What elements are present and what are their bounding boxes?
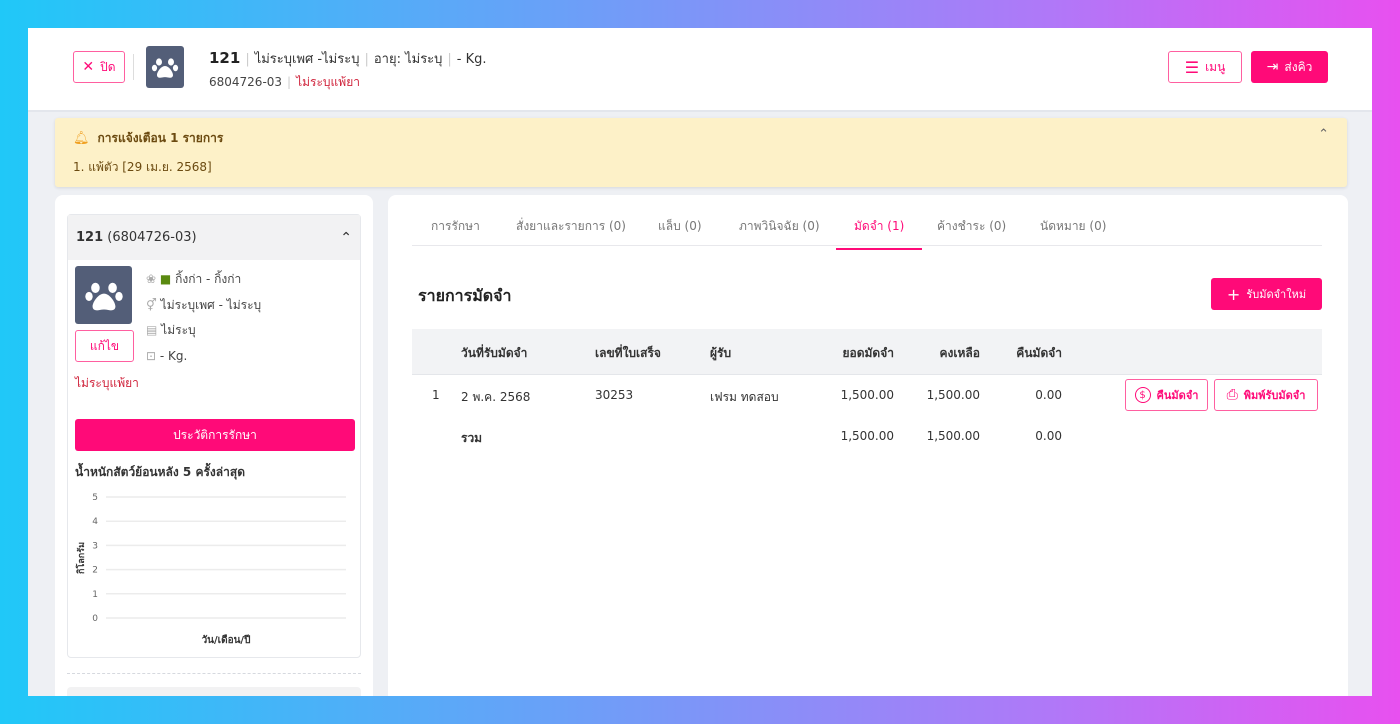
chevron-up-icon[interactable]: ⌃ [340, 229, 352, 246]
close-button[interactable]: ✕ ปิด [73, 51, 125, 83]
menu-button[interactable]: ☰ เมนู [1168, 51, 1242, 83]
send-queue-button[interactable]: ⇥ ส่งคิว [1251, 51, 1328, 83]
printer-icon: ⎙ [1226, 387, 1238, 403]
print-deposit-button[interactable]: ⎙ พิมพ์รับมัดจำ [1214, 379, 1318, 411]
paw-icon [151, 58, 179, 78]
weight-chart: 0 1 2 3 4 5 กิโลกรัมวัน/เดือน/ปี [75, 493, 346, 645]
allergy-status: ไม่ระบุแพ้ยา [296, 75, 360, 89]
pet-panel-header[interactable]: 121 (6804726-03) ⌃ [68, 215, 360, 260]
lizard-icon: ■ [159, 272, 172, 286]
plus-icon: + [1226, 284, 1241, 304]
pet-weight: - Kg. [456, 52, 487, 67]
scale-icon: ⊡ [146, 348, 157, 363]
dollar-circle-icon: $ [1134, 387, 1151, 403]
sign-out-icon: ⇥ [1266, 59, 1279, 75]
paw-icon [84, 282, 123, 311]
table-total-row: รวม 1,500.00 1,500.00 0.00 [461, 429, 1062, 445]
owner-code: 6804726-03 [209, 75, 283, 89]
y-tick-label: 4 [92, 517, 98, 527]
table-row: 1 2 พ.ค. 2568 30253 เฟรม ทดสอบ 1,500.00 … [412, 375, 1322, 415]
edit-button[interactable]: แก้ไข [75, 330, 134, 362]
treatment-history-button[interactable]: ประวัติการรักษา [75, 419, 355, 451]
bell-icon: 🔔︎ [73, 131, 90, 146]
close-icon: ✕ [82, 59, 95, 75]
pet-id: 121 [209, 49, 241, 67]
hamburger-icon: ☰ [1184, 57, 1200, 77]
y-axis-label: กิโลกรัม [75, 542, 87, 575]
new-deposit-button[interactable]: + รับมัดจำใหม่ [1211, 278, 1322, 310]
patient-subline: 6804726-03 | ไม่ระบุแพ้ยา [209, 75, 360, 89]
y-tick-label: 2 [92, 566, 98, 576]
tab-item[interactable]: นัดหมาย (0) [1040, 219, 1107, 233]
pet-panel: 121 (6804726-03) ⌃ แก้ไข ❀ ■ กิ้งก่า - ก… [67, 214, 361, 658]
pet-gender: ไม่ระบุเพศ -ไม่ระบุ [254, 52, 360, 67]
section-title: รายการมัดจำ [418, 286, 512, 305]
cake-icon: ▤ [146, 323, 158, 337]
y-tick-label: 3 [92, 541, 98, 551]
patient-summary: 121 | ไม่ระบุเพศ -ไม่ระบุ | อายุ: ไม่ระบุ | - … [209, 49, 487, 67]
alert-panel: 🔔︎ การแจ้งเตือน 1 รายการ 1. แพ้ตัว [29 เ… [55, 118, 1347, 187]
app-window: ✕ ปิด 121 | ไม่ระบุเพศ -ไม่ระบุ | อายุ: ไม่ร… [28, 28, 1372, 696]
tab-item[interactable]: การรักษา [431, 219, 480, 233]
allergy-status: ไม่ระบุแพ้ยา [75, 376, 139, 390]
y-tick-label: 0 [92, 614, 98, 624]
tab-item[interactable]: ค้างชำระ (0) [937, 219, 1007, 233]
gender-icon: ⚥ [146, 297, 157, 312]
alert-title: การแจ้งเตือน 1 รายการ [97, 131, 224, 145]
pet-age: อายุ: ไม่ระบุ [373, 52, 443, 67]
pet-info-card: 121 (6804726-03) ⌃ แก้ไข ❀ ■ กิ้งก่า - ก… [55, 195, 373, 696]
refund-deposit-button[interactable]: $ คืนมัดจำ [1125, 379, 1208, 411]
patient-header: ✕ ปิด 121 | ไม่ระบุเพศ -ไม่ระบุ | อายุ: ไม่ร… [28, 28, 1372, 112]
tab-item[interactable]: สั่งยาและรายการ (0) [516, 219, 626, 233]
y-tick-label: 1 [92, 590, 98, 600]
pet-photo [75, 266, 132, 324]
divider [67, 673, 361, 674]
tab-item[interactable]: แล็บ (0) [658, 219, 702, 233]
divider [133, 54, 134, 80]
x-axis-label: วัน/เดือน/ปี [202, 634, 251, 645]
table-header: วันที่รับมัดจำ เลขที่ใบเสร็จ ผู้รับ ยอดม… [412, 329, 1322, 375]
next-panel [67, 687, 361, 696]
pet-details: ❀ ■ กิ้งก่า - กิ้งก่า ⚥ ไม่ระบุเพศ - ไม่… [146, 272, 262, 363]
main-card: การรักษา สั่งยาและรายการ (0) แล็บ (0) ภาพวิ… [388, 195, 1348, 696]
pet-avatar [146, 46, 184, 88]
tab-item[interactable]: มัดจำ (1) [836, 217, 923, 250]
weight-chart-title: น้ำหนักสัตว์ย้อนหลัง 5 ครั้งล่าสุด [75, 465, 245, 479]
alert-item: 1. แพ้ตัว [29 เม.ย. 2568] [73, 160, 212, 174]
y-tick-label: 5 [92, 493, 98, 503]
chevron-up-icon[interactable]: ⌃ [1318, 127, 1329, 142]
paw-outline-icon: ❀ [146, 272, 157, 286]
tab-item[interactable]: ภาพวินิจฉัย (0) [739, 219, 820, 233]
